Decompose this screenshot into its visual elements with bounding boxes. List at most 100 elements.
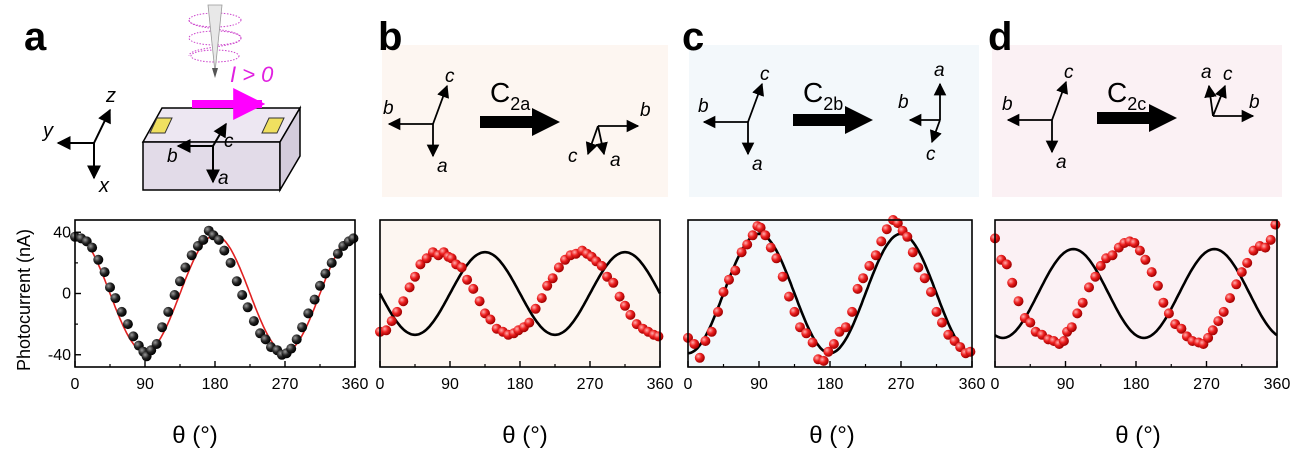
data-point [747, 230, 758, 241]
axis-arrow-a [595, 125, 608, 156]
data-point [99, 267, 110, 278]
data-point [326, 257, 337, 268]
data-point [297, 322, 308, 333]
op-c-main: C [803, 77, 823, 108]
data-point [381, 325, 392, 336]
data-point [620, 300, 630, 311]
lab-axis-z: z [105, 85, 116, 107]
x-tick-label: 0 [71, 376, 80, 393]
data-point [724, 274, 734, 285]
data-point [1140, 254, 1151, 265]
op-c-sub: 2b [823, 94, 843, 114]
data-point [736, 247, 747, 258]
data-point [1129, 238, 1140, 248]
data-point [840, 322, 851, 333]
x-tick-label: 270 [577, 376, 604, 393]
data-point [1207, 325, 1218, 336]
plot-b: 0 90 180 270 360 [375, 219, 673, 393]
data-point [404, 282, 415, 293]
axis-label-a: a [934, 60, 945, 81]
data-point [1077, 297, 1088, 308]
axis-label-a: a [610, 150, 621, 171]
data-point [965, 346, 976, 357]
data-point [1072, 308, 1083, 319]
operation-arrow-c [793, 106, 873, 134]
current-label: I > 0 [230, 62, 274, 87]
data-point [1146, 267, 1157, 278]
data-point [524, 317, 535, 328]
data-point [87, 242, 98, 253]
data-point [1025, 317, 1036, 328]
data-point [858, 273, 869, 284]
lab-axis-x: x [98, 175, 110, 197]
axis-label-a: a [1201, 62, 1212, 83]
data-point [608, 277, 619, 288]
data-point [348, 233, 359, 244]
data-point [937, 317, 947, 328]
data-point [303, 308, 314, 319]
data-point [730, 265, 741, 276]
data-point [1225, 293, 1235, 304]
x-tick-label: 180 [817, 376, 844, 393]
data-point [1158, 297, 1169, 308]
data-point [807, 337, 818, 348]
data-point [553, 262, 564, 273]
data-point [169, 290, 180, 300]
data-point [392, 306, 403, 317]
data-point [151, 339, 162, 349]
axis-label-c: c [1223, 64, 1233, 85]
slab-front-face [142, 141, 281, 191]
data-point [542, 280, 553, 291]
axis-arrow-a [1204, 84, 1217, 117]
data-point [242, 302, 253, 313]
data-point [456, 262, 467, 273]
axis-label-c: c [926, 144, 936, 165]
data-point [765, 242, 776, 253]
data-point [237, 290, 248, 300]
data-point [105, 282, 115, 293]
axis-label-b: b [1249, 92, 1260, 113]
data-point [689, 339, 700, 349]
data-point [231, 276, 242, 287]
x-tick-label: 270 [272, 376, 299, 393]
data-point [1218, 306, 1229, 317]
data-point [625, 309, 636, 320]
y-tick-label: 0 [62, 286, 71, 303]
x-tick-label: 360 [342, 376, 369, 393]
data-point [706, 326, 717, 337]
data-point [801, 328, 812, 339]
data-point [789, 306, 800, 317]
data-point [907, 247, 918, 258]
contact-right [261, 117, 285, 134]
data-point [474, 296, 485, 307]
x-tick-label: 90 [750, 376, 768, 393]
axis-arrow-c [432, 84, 449, 125]
data-point [1231, 279, 1242, 290]
data-point [1084, 282, 1094, 293]
x-axis-label-b: θ (°) [502, 422, 548, 449]
panel-a-schematic: I > 0 c b a z y x [41, 4, 302, 197]
data-point [186, 250, 197, 261]
axis-label-b: b [898, 92, 909, 113]
data-point [870, 250, 881, 261]
op-b-sub: 2a [510, 94, 531, 114]
x-tick-label: 360 [959, 376, 986, 393]
x-tick-label: 360 [1264, 376, 1291, 393]
axis-label-b: b [383, 98, 394, 119]
operation-arrow-d [1097, 104, 1177, 132]
data-point [410, 271, 420, 282]
data-point [881, 224, 892, 235]
data-point [694, 352, 705, 363]
data-point [847, 306, 858, 317]
x-tick-label: 90 [1057, 376, 1075, 393]
data-point [1163, 308, 1174, 319]
plot-area [75, 220, 355, 367]
data-point [110, 293, 121, 304]
data-point [198, 234, 209, 245]
data-point [784, 291, 794, 302]
panel-label-c: c [682, 15, 704, 59]
data-point [931, 306, 942, 317]
axis-label-c: c [445, 66, 455, 87]
data-point [1203, 332, 1214, 343]
axis-label-b: b [640, 100, 651, 121]
